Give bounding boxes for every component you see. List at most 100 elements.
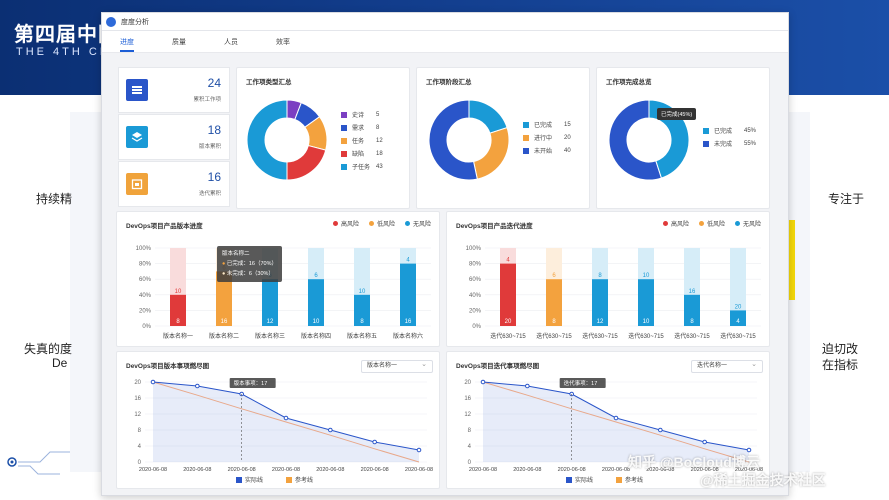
slide-text-left-1: 持续精	[36, 192, 73, 206]
bar-done-label: 8	[552, 319, 556, 325]
x-tick-label: 2020-06-08	[228, 467, 256, 473]
stage-slice	[468, 99, 508, 134]
panel-title: DevOps项目迭代事项燃尽图	[456, 363, 540, 370]
legend-swatch	[523, 134, 529, 141]
bar-completed	[262, 279, 278, 326]
x-tick-label: 2020-06-08	[513, 467, 541, 473]
legend-dot	[698, 221, 704, 226]
legend-label: 任务	[352, 139, 365, 145]
bar-done-label: 8	[360, 319, 364, 325]
panel-stage-summary: 工作项阶段汇总 已完成 15 进行中 20 未开始 40	[416, 67, 590, 209]
legend-item: 无风险	[734, 219, 761, 228]
legend-dot	[332, 221, 338, 226]
tab-people[interactable]: 人员	[224, 39, 238, 46]
iteration-select[interactable]: 迭代名称一	[691, 359, 763, 373]
legend-swatch	[703, 140, 709, 147]
y-tick-label: 20%	[139, 308, 152, 314]
y-tick-label: 0	[138, 460, 142, 466]
legend-label: 参考线	[295, 476, 313, 484]
panel-title: DevOps项目产品迭代进度	[456, 223, 533, 230]
completion-slice	[608, 99, 662, 181]
legend-swatch	[341, 111, 347, 118]
actual-point	[746, 447, 752, 453]
bar-undone-label: 20	[735, 304, 742, 310]
legend-swatch	[286, 477, 292, 483]
x-tick-label: 2020-06-08	[558, 467, 586, 473]
tab-progress[interactable]: 进度	[120, 37, 134, 52]
x-tick-label: 迭代630~715	[490, 332, 526, 340]
slide-text-left-3: De	[52, 356, 68, 370]
legend-label: 实际线	[575, 476, 593, 484]
donut-type-summary	[246, 99, 328, 181]
x-tick-label: 2020-06-08	[469, 467, 497, 473]
panel-version-progress: DevOps项目产品版本进度 高风险 低风险 无风险 0% 20% 40% 60% 80…	[116, 211, 440, 347]
x-tick-label: 迭代630~715	[720, 332, 756, 340]
panel-title: 工作项类型汇总	[246, 79, 292, 86]
bar-undone-label: 10	[643, 273, 650, 279]
y-tick-label: 20	[134, 380, 141, 386]
y-tick-label: 4	[468, 444, 472, 450]
bar-completed	[400, 263, 416, 326]
tab-quality[interactable]: 质量	[172, 39, 186, 46]
stat-label: 迭代累积	[198, 191, 221, 197]
slide-scroll-accent	[789, 220, 795, 300]
y-tick-label: 20	[464, 380, 471, 386]
version-select[interactable]: 版本名称一	[361, 359, 433, 373]
panel-title: DevOps项目版本事项燃尽图	[126, 363, 210, 370]
legend-swatch	[616, 477, 622, 483]
app-logo-icon	[106, 16, 116, 27]
panel-completion: 工作项完成总览 已完成(45%) 已完成 45% 未完成 55%	[596, 67, 770, 209]
line-chart-iteration-burndown: 0 4 8 12 16 20 2020-06-08 2020-06-08 2020-06-08 2…	[464, 378, 763, 484]
stat-value: 18	[207, 123, 221, 137]
bar-chart-iteration: 0% 20% 40% 60% 80% 100% 4 20 迭代630~715 6 8 迭代630~71…	[466, 246, 761, 340]
legend-swatch	[341, 163, 347, 170]
actual-point	[702, 439, 707, 445]
stat-label: 版本累积	[198, 144, 221, 150]
tab-efficiency[interactable]: 效率	[276, 39, 290, 46]
x-tick-label: 2020-06-08	[316, 467, 344, 473]
legend-label: 未完成	[714, 142, 733, 148]
analysis-window: 度度分析 进度 质量 人员 效率 24 累积工作项 18 版本累积 16 迭代累…	[101, 12, 789, 496]
y-tick-label: 60%	[469, 277, 482, 283]
legend-label: 无风险	[742, 222, 761, 228]
y-tick-label: 20%	[469, 308, 482, 314]
legend-swatch	[703, 127, 709, 134]
y-tick-label: 40%	[469, 293, 482, 299]
x-tick-label: 版本名称三	[255, 332, 285, 340]
y-tick-label: 16	[464, 396, 471, 402]
bar-undone-label: 10	[359, 289, 366, 295]
y-tick-label: 0%	[142, 324, 151, 330]
legend-label: 需求	[352, 126, 365, 132]
bar-completed	[730, 310, 746, 326]
x-tick-label: 版本名称二	[209, 332, 239, 340]
panel-title: DevOps项目产品版本进度	[126, 223, 203, 230]
stat-card-iterations: 16 迭代累积	[118, 161, 230, 207]
panel-version-burndown: DevOps项目版本事项燃尽图 版本名称一 0 4 8 12 16 20 2020-06-0…	[116, 351, 440, 489]
legend-dot	[662, 221, 668, 226]
bar-completed	[592, 279, 608, 326]
watermark-zhihu: 知乎 @BoCloud博云	[628, 454, 760, 470]
stat-card-versions: 18 版本累积	[118, 114, 230, 160]
legend-item: 子任务 43	[341, 160, 383, 173]
y-tick-label: 80%	[469, 262, 482, 268]
type-slice	[286, 144, 327, 181]
type-slice	[246, 99, 288, 181]
legend-swatch	[566, 477, 572, 483]
legend-swatch	[523, 147, 529, 154]
completion-tooltip: 已完成(45%)	[657, 108, 697, 120]
y-tick-label: 100%	[466, 246, 482, 252]
slide-text-right-2: 迫切改	[822, 342, 859, 356]
bar-done-label: 4	[736, 319, 740, 325]
bar-undone-label: 4	[406, 258, 410, 264]
bar-done-label: 8	[176, 319, 180, 325]
bar-done-label: 12	[597, 319, 604, 325]
legend-item: 低风险	[368, 219, 395, 228]
legend-item: 缺陷 18	[341, 147, 383, 160]
actual-point	[658, 427, 663, 433]
x-tick-label: 迭代630~715	[582, 332, 618, 340]
stat-value: 24	[207, 76, 221, 90]
x-tick-label: 迭代630~715	[628, 332, 664, 340]
legend-item: 高风险	[662, 219, 689, 228]
line-chart-version-burndown: 0 4 8 12 16 20 2020-06-08 2020-06-08 2020-06-08 2…	[134, 378, 433, 484]
bar-completed	[354, 294, 370, 326]
